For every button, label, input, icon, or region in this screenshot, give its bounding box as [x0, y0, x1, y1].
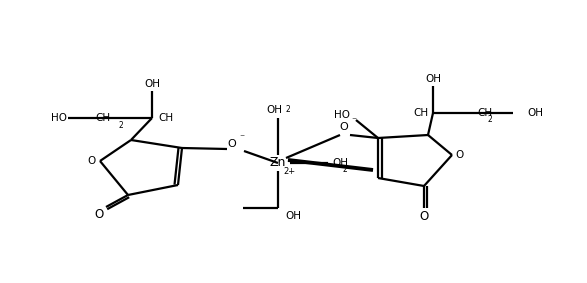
Text: O: O — [228, 139, 237, 149]
Text: OH: OH — [332, 158, 348, 168]
Text: 2: 2 — [488, 115, 492, 125]
Text: CH: CH — [95, 113, 110, 123]
Text: O: O — [95, 207, 104, 220]
Text: 2: 2 — [119, 121, 123, 130]
Text: O: O — [88, 156, 96, 166]
Text: OH: OH — [285, 211, 301, 221]
Text: OH: OH — [527, 108, 543, 118]
Text: HO: HO — [334, 110, 350, 120]
Text: O: O — [456, 150, 464, 160]
Text: O: O — [419, 209, 429, 222]
Text: CH: CH — [158, 113, 173, 123]
Text: Zn: Zn — [270, 156, 286, 170]
Text: OH: OH — [144, 79, 160, 89]
Text: O: O — [340, 122, 348, 132]
Text: 2: 2 — [286, 106, 291, 115]
Text: CH: CH — [414, 108, 429, 118]
Text: OH: OH — [425, 74, 441, 84]
Text: HO: HO — [51, 113, 67, 123]
Text: ⁻: ⁻ — [239, 133, 245, 143]
Text: OH: OH — [266, 105, 282, 115]
Text: 2: 2 — [343, 164, 348, 173]
Text: CH: CH — [477, 108, 492, 118]
Text: ⁻: ⁻ — [352, 116, 356, 126]
Text: 2+: 2+ — [283, 168, 295, 177]
